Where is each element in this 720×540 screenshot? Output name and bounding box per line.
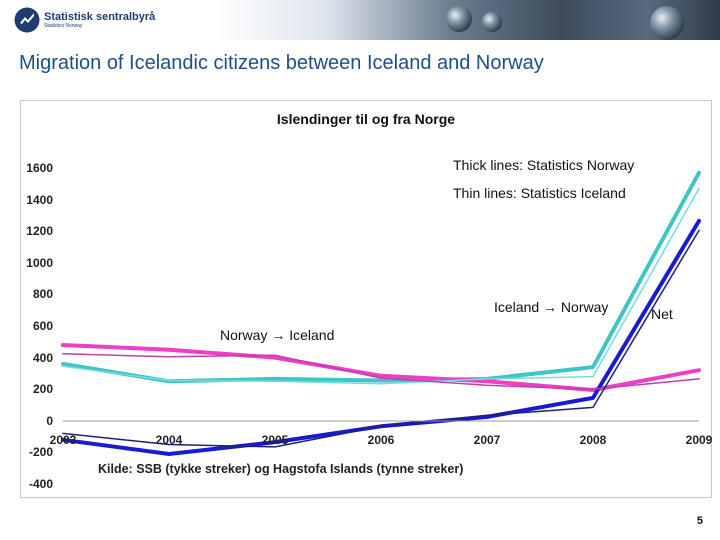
page-number: 5 bbox=[696, 515, 703, 527]
y-tick-label: -400 bbox=[28, 477, 53, 491]
y-tick-label: 1200 bbox=[26, 224, 53, 239]
decorative-sphere bbox=[650, 6, 684, 40]
y-tick-label: 800 bbox=[32, 287, 53, 302]
chart-title: Islendinger til og fra Norge bbox=[276, 111, 456, 127]
series-line-5 bbox=[61, 218, 701, 456]
x-tick-label: 2008 bbox=[579, 432, 607, 447]
iceland-to-norway-label: Iceland → Norway bbox=[494, 299, 609, 315]
net-label: Net bbox=[651, 306, 673, 322]
ssb-logo-icon bbox=[14, 7, 40, 33]
y-tick-label: -200 bbox=[28, 445, 53, 460]
header-banner: Statistisk sentralbyrå Statistics Norway bbox=[0, 0, 720, 40]
y-tick-label: 1600 bbox=[26, 161, 53, 175]
x-tick-label: 2004 bbox=[155, 432, 183, 447]
x-tick-label: 2006 bbox=[367, 432, 395, 447]
line-chart bbox=[61, 170, 701, 456]
thin-lines-note: Thin lines: Statistics Iceland bbox=[453, 185, 626, 201]
ssb-logo: Statistisk sentralbyrå Statistics Norway bbox=[14, 7, 155, 33]
org-name: Statistisk sentralbyrå bbox=[44, 10, 156, 23]
org-subtitle: Statistics Norway bbox=[44, 22, 83, 29]
decorative-sphere bbox=[446, 6, 472, 32]
y-tick-label: 0 bbox=[46, 413, 53, 428]
y-tick-label: 1400 bbox=[26, 192, 53, 207]
series-line-4 bbox=[62, 352, 700, 390]
series-line-2 bbox=[62, 187, 700, 385]
series-line-1 bbox=[61, 170, 701, 384]
y-tick-label: 1000 bbox=[26, 255, 53, 270]
x-tick-label: 2003 bbox=[49, 432, 77, 447]
norway-to-iceland-label: Norway → Iceland bbox=[220, 327, 335, 343]
thick-lines-note: Thick lines: Statistics Norway bbox=[453, 157, 635, 173]
x-tick-label: 2005 bbox=[261, 432, 289, 447]
y-tick-label: 400 bbox=[32, 350, 53, 365]
series-line-6 bbox=[62, 229, 700, 448]
chart-frame: Islendinger til og fra Norge 1600 1400 120… bbox=[20, 100, 712, 498]
decorative-sphere bbox=[482, 12, 502, 32]
source-note: Kilde: SSB (tykke streker) og Hagstofa I… bbox=[98, 462, 464, 476]
x-tick-label: 2009 bbox=[685, 432, 713, 447]
slide-title: Migration of Icelandic citizens between … bbox=[19, 52, 544, 74]
y-tick-label: 600 bbox=[32, 319, 53, 333]
series-line-3 bbox=[61, 343, 701, 392]
y-tick-label: 200 bbox=[32, 382, 53, 397]
x-tick-label: 2007 bbox=[473, 432, 501, 447]
